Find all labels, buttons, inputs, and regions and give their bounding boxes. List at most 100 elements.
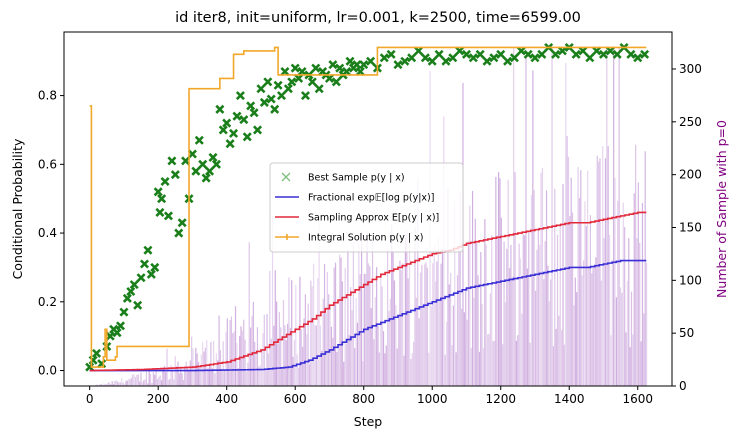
best-sample-point (129, 280, 139, 290)
zero-sample-bar (328, 294, 330, 386)
zero-sample-bar (547, 265, 549, 386)
zero-sample-bar (385, 345, 387, 386)
zero-sample-bar (384, 353, 386, 386)
best-sample-point (393, 60, 403, 70)
best-sample-point (355, 67, 365, 77)
x-tick-label: 1200 (485, 392, 516, 406)
zero-sample-bar (232, 333, 234, 386)
zero-sample-bar (149, 373, 152, 386)
zero-sample-bar (100, 384, 102, 386)
best-sample-point (205, 166, 215, 176)
zero-sample-bar (407, 278, 409, 386)
zero-sample-bar (551, 47, 553, 386)
zero-sample-bar (296, 354, 298, 386)
zero-sample-bar (571, 212, 574, 386)
zero-sample-bar (584, 201, 586, 386)
y-tick-label: 0.8 (38, 89, 57, 103)
best-sample-point (345, 56, 355, 66)
zero-sample-bar (399, 260, 401, 386)
best-sample-point (211, 159, 221, 169)
y-axis-label-left: Conditional Probability (10, 138, 25, 279)
best-sample-point (208, 152, 218, 162)
integral-solution-p-y-x-series (89, 46, 647, 368)
zero-sample-bar (461, 308, 463, 386)
zero-sample-bar (115, 380, 117, 386)
zero-sample-bar (507, 179, 509, 386)
best-sample-point (283, 84, 293, 94)
sampling-approx-e-p-y-x-series (89, 211, 647, 372)
best-sample-point (249, 108, 259, 118)
zero-sample-bar (530, 194, 533, 386)
zero-sample-bar (470, 348, 472, 386)
zero-sample-bar (163, 365, 165, 386)
best-sample-point (612, 49, 622, 59)
zero-sample-bar (519, 258, 522, 386)
best-sample-point (400, 56, 410, 66)
zero-sample-bar (466, 319, 468, 386)
zero-sample-bar (458, 246, 460, 386)
y-axis-left: 0.0 0.2 0.4 0.6 0.8 (38, 89, 64, 378)
zero-sample-bar (463, 312, 465, 386)
best-sample-point (489, 53, 499, 63)
zero-sample-bar (529, 342, 531, 386)
zero-sample-bar (585, 225, 587, 386)
best-sample-point (160, 176, 170, 187)
zero-sample-bar (508, 268, 511, 386)
zero-sample-bar (313, 263, 315, 386)
zero-sample-bar (411, 353, 413, 386)
best-sample-point (314, 84, 324, 94)
zero-sample-bar (178, 373, 180, 386)
zero-sample-bar (430, 306, 433, 386)
x-axis: 0 200 400 600 800 1000 1200 1400 1600 (86, 386, 653, 406)
zero-sample-bar (284, 325, 286, 386)
best-sample-point (280, 67, 290, 77)
best-sample-point (92, 348, 102, 358)
zero-sample-bar (397, 315, 400, 386)
zero-sample-bar (111, 381, 113, 386)
zero-sample-bar (540, 172, 542, 386)
zero-sample-bar (207, 368, 209, 386)
zero-sample-bar (424, 264, 426, 386)
zero-sample-bar (355, 297, 357, 386)
best-sample-point (503, 56, 513, 66)
zero-sample-bar (165, 372, 167, 386)
x-tick-label: 1400 (554, 392, 585, 406)
best-sample-point (191, 166, 201, 176)
zero-sample-bar (541, 168, 544, 386)
best-sample-point (146, 269, 156, 279)
zero-sample-bar (310, 280, 312, 386)
zero-sample-bar (537, 227, 539, 386)
best-sample-point (352, 60, 362, 70)
best-sample-point (516, 46, 526, 56)
zero-sample-bar (326, 272, 328, 386)
zero-sample-bar (469, 205, 471, 386)
zero-sample-bar (321, 350, 323, 386)
zero-sample-bar (311, 286, 313, 386)
zero-sample-bar (114, 380, 116, 386)
zero-sample-bar (493, 340, 496, 386)
zero-sample-bar (203, 351, 205, 386)
zero-sample-bar (332, 337, 334, 386)
zero-sample-bar (217, 360, 219, 386)
zero-sample-bar (599, 158, 601, 386)
best-sample-point (287, 77, 297, 87)
zero-sample-bar (226, 318, 228, 386)
best-sample-point (468, 53, 478, 63)
zero-sample-bar (176, 366, 178, 386)
zero-sample-bar (123, 384, 126, 386)
zero-sample-bar (156, 379, 159, 386)
best-sample-point (232, 111, 242, 121)
best-sample-point (246, 101, 256, 111)
zero-sample-bar (570, 177, 572, 386)
zero-sample-bar (510, 245, 512, 386)
zero-sample-bar (277, 343, 279, 386)
zero-sample-bar (418, 318, 420, 386)
zero-sample-bar (374, 297, 376, 386)
best-sample-point (253, 125, 263, 135)
best-sample-point (270, 104, 280, 114)
zero-sample-bar (626, 280, 628, 386)
zero-sample-bar (286, 323, 289, 386)
zero-sample-bar (561, 329, 563, 386)
zero-sample-bar (144, 379, 146, 386)
zero-sample-bar (333, 267, 335, 386)
